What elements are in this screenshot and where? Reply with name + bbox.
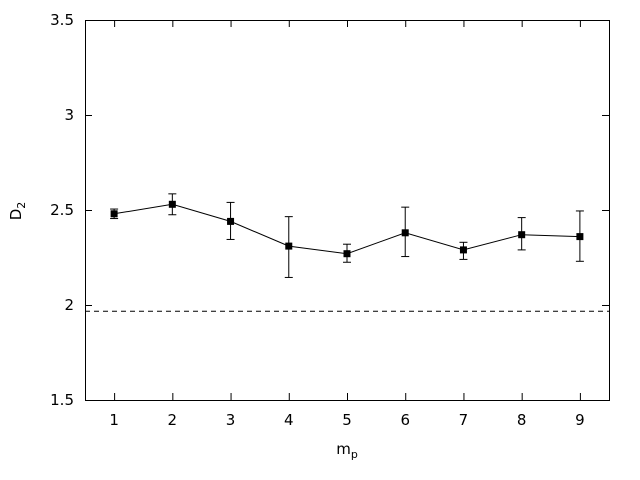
- y-tick-label: 2: [64, 296, 74, 314]
- data-point: [343, 250, 351, 258]
- y-tick-label: 2.5: [50, 201, 74, 219]
- x-tick-label: 1: [109, 411, 119, 429]
- tick-labels: 1 2 3 4 5 6 7 8 9 1.5 2 2.5 3 3.5: [50, 11, 585, 429]
- plot-frame: [85, 20, 610, 401]
- data-point: [459, 246, 467, 254]
- data-point: [285, 242, 293, 250]
- x-tick-label: 9: [575, 411, 585, 429]
- x-tick-label: 2: [168, 411, 178, 429]
- y-axis-label: D2: [7, 202, 28, 221]
- x-tick-label: 8: [517, 411, 527, 429]
- data-point: [227, 217, 235, 225]
- x-tick-label: 6: [400, 411, 410, 429]
- axis-ticks: [85, 20, 609, 401]
- y-tick-label: 3.5: [50, 11, 74, 29]
- y-tick-label: 1.5: [50, 391, 74, 409]
- data-point: [576, 233, 584, 241]
- x-tick-label: 3: [226, 411, 236, 429]
- data-point: [110, 210, 118, 218]
- series-group: [110, 193, 584, 278]
- data-point: [168, 200, 176, 208]
- x-axis-label: mp: [336, 440, 358, 461]
- x-tick-label: 7: [459, 411, 469, 429]
- x-tick-label: 4: [284, 411, 294, 429]
- data-point: [518, 231, 526, 239]
- data-point: [401, 229, 409, 237]
- y-tick-label: 3: [64, 106, 74, 124]
- x-tick-label: 5: [342, 411, 352, 429]
